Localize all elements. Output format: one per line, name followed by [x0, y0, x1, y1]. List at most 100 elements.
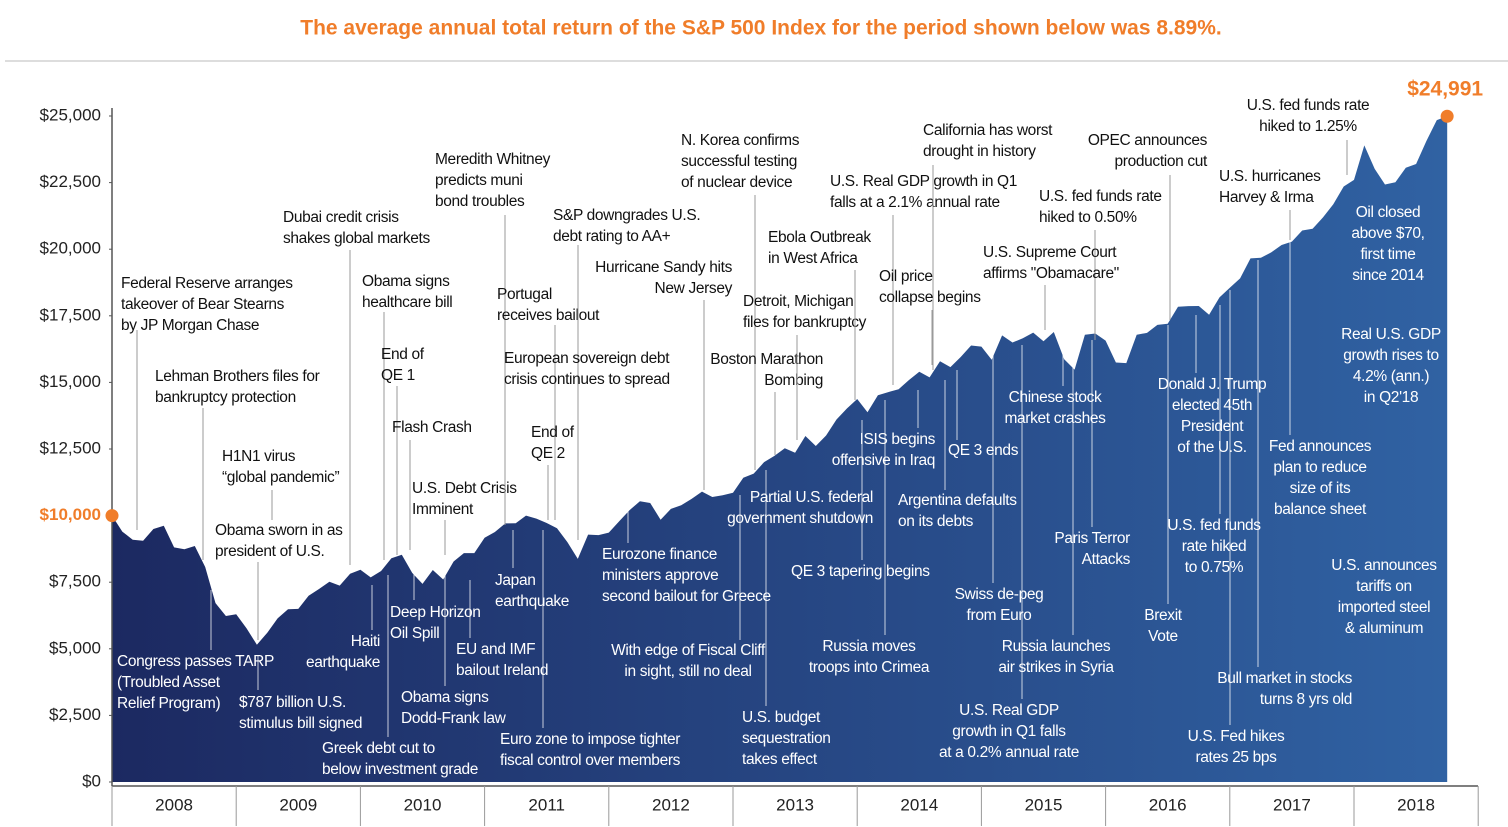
annotation: EU and IMF — [456, 641, 535, 658]
annotation: sequestration — [742, 730, 831, 747]
annotation: Obama signs — [362, 273, 450, 290]
annotation: successful testing — [681, 153, 797, 170]
annotation: California has worst — [923, 122, 1053, 139]
annotation: to 0.75% — [1185, 559, 1244, 576]
annotation: Fed announces — [1269, 438, 1372, 455]
annotation: fiscal control over members — [500, 752, 681, 769]
annotation: takeover of Bear Stearns — [121, 296, 285, 313]
annotation: government shutdown — [727, 510, 873, 527]
annotation: bailout Ireland — [456, 662, 548, 679]
annotation: Bombing — [764, 372, 823, 389]
annotation: crisis continues to spread — [504, 371, 670, 388]
annotation: shakes global markets — [283, 230, 430, 247]
annotation: OPEC announces — [1088, 132, 1208, 149]
annotation: Lehman Brothers files for — [155, 368, 320, 385]
annotation: receives bailout — [497, 307, 600, 324]
annotation: production cut — [1115, 153, 1209, 170]
annotation: QE 3 tapering begins — [791, 563, 930, 580]
y-tick-label: $7,500 — [49, 572, 101, 591]
y-tick-label: $25,000 — [40, 105, 101, 124]
annotation: U.S. hurricanes — [1219, 168, 1321, 185]
annotation: above $70, — [1351, 225, 1424, 242]
y-tick-label: $20,000 — [40, 239, 101, 258]
x-tick-label: 2011 — [528, 795, 565, 814]
annotation: Russia launches — [1002, 638, 1111, 655]
annotation: Oil Spill — [390, 625, 439, 642]
x-tick-label: 2012 — [652, 795, 690, 814]
annotation: “global pandemic” — [222, 469, 339, 486]
annotation: tariffs on — [1356, 578, 1412, 595]
annotation: Portugal — [497, 286, 552, 303]
annotation: ministers approve — [602, 567, 718, 584]
annotation: U.S. fed funds rate — [1039, 188, 1162, 205]
annotation: air strikes in Syria — [998, 659, 1114, 676]
annotation: (Troubled Asset — [117, 674, 221, 691]
annotation: Paris Terror — [1054, 530, 1130, 547]
annotation: U.S. Debt Crisis — [412, 480, 517, 497]
annotation: from Euro — [967, 607, 1032, 624]
x-tick-label: 2018 — [1397, 795, 1435, 814]
annotation: QE 2 — [531, 445, 565, 462]
annotation: Federal Reserve arranges — [121, 275, 293, 292]
area — [112, 116, 1448, 782]
annotation: takes effect — [742, 751, 818, 768]
annotation: S&P downgrades U.S. — [553, 207, 700, 224]
annotation: affirms "Obamacare" — [983, 265, 1119, 282]
annotation: Obama signs — [401, 689, 489, 706]
annotation: QE 1 — [381, 367, 415, 384]
x-tick-label: 2013 — [776, 795, 814, 814]
annotation: falls at a 2.1% annual rate — [830, 194, 1000, 211]
annotation: in West Africa — [768, 250, 858, 267]
annotation: healthcare bill — [362, 294, 452, 311]
annotation: Deep Horizon — [390, 604, 481, 621]
annotation: U.S. fed funds — [1167, 517, 1261, 534]
annotation: earthquake — [306, 654, 380, 671]
annotation: Russia moves — [822, 638, 916, 655]
annotation: market crashes — [1004, 410, 1106, 427]
x-tick-label: 2016 — [1149, 795, 1187, 814]
annotation: ISIS begins — [860, 431, 936, 448]
annotation: 4.2% (ann.) — [1353, 368, 1429, 385]
annotation: files for bankruptcy — [743, 314, 867, 331]
annotation: Brexit — [1144, 607, 1183, 624]
annotation: at a 0.2% annual rate — [939, 744, 1079, 761]
annotation: size of its — [1290, 480, 1351, 497]
annotation: elected 45th — [1172, 397, 1252, 414]
annotation: Dodd-Frank law — [401, 710, 507, 727]
annotation: Boston Marathon — [710, 351, 823, 368]
annotation: Harvey & Irma — [1219, 189, 1314, 206]
annotation: below investment grade — [322, 761, 478, 778]
annotation: QE 3 ends — [948, 442, 1019, 459]
annotation: Obama sworn in as — [215, 522, 343, 539]
annotation: on its debts — [898, 513, 974, 530]
annotation: Argentina defaults — [898, 492, 1017, 509]
annotation: hiked to 1.25% — [1259, 118, 1357, 135]
annotation: End of — [531, 424, 575, 441]
annotation: hiked to 0.50% — [1039, 209, 1137, 226]
annotation: troops into Crimea — [809, 659, 930, 676]
annotation: U.S. fed funds rate — [1247, 97, 1370, 114]
annotation: since 2014 — [1352, 267, 1424, 284]
annotation: second bailout for Greece — [602, 588, 771, 605]
annotation: & aluminum — [1345, 620, 1423, 637]
annotation: growth rises to — [1343, 347, 1439, 364]
y-tick-label: $2,500 — [49, 705, 101, 724]
annotation: predicts muni — [435, 172, 523, 189]
x-tick-label: 2009 — [279, 795, 317, 814]
annotation: Oil closed — [1356, 204, 1421, 221]
x-tick-label: 2014 — [900, 795, 938, 814]
annotation: imported steel — [1338, 599, 1430, 616]
chart-title: The average annual total return of the S… — [300, 17, 1222, 40]
annotation: Haiti — [351, 633, 380, 650]
annotation: $787 billion U.S. — [239, 694, 346, 711]
y-tick-label: $12,500 — [40, 438, 101, 457]
annotation: Ebola Outbreak — [768, 229, 871, 246]
annotation: Oil price — [879, 268, 933, 285]
annotation: balance sheet — [1274, 501, 1367, 518]
annotation: Flash Crash — [392, 419, 472, 436]
annotation: Swiss de-peg — [955, 586, 1044, 603]
annotation: bankruptcy protection — [155, 389, 296, 406]
annotation: Relief Program) — [117, 695, 220, 712]
